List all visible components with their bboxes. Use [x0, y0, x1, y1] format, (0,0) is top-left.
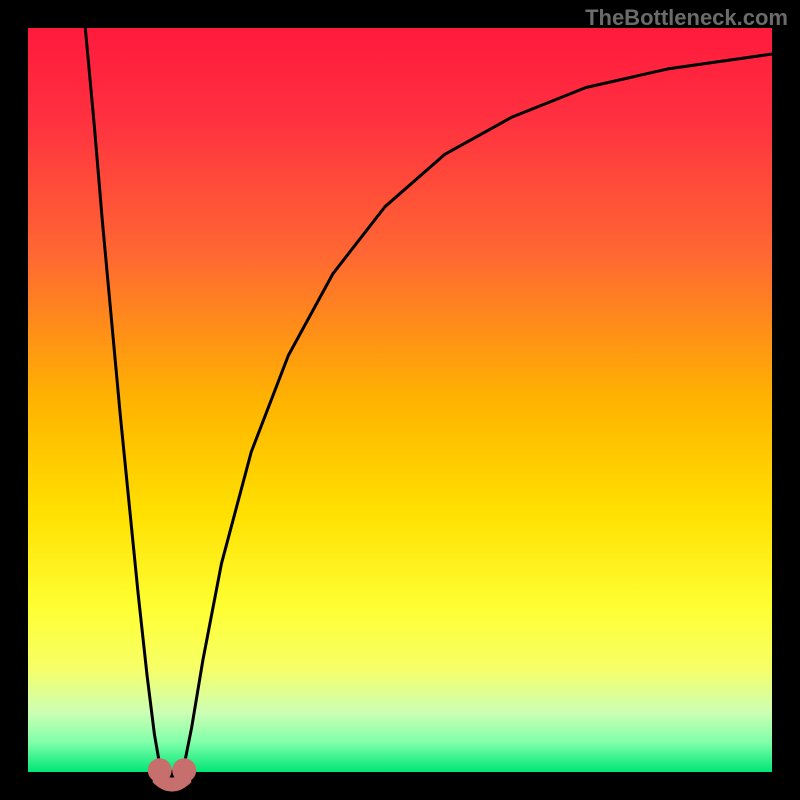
bottleneck-chart: [0, 0, 800, 800]
chart-container: TheBottleneck.com: [0, 0, 800, 800]
dip-marker-1: [148, 758, 172, 782]
chart-background: [28, 28, 772, 772]
watermark-text: TheBottleneck.com: [585, 5, 788, 31]
dip-marker-2: [172, 758, 196, 782]
